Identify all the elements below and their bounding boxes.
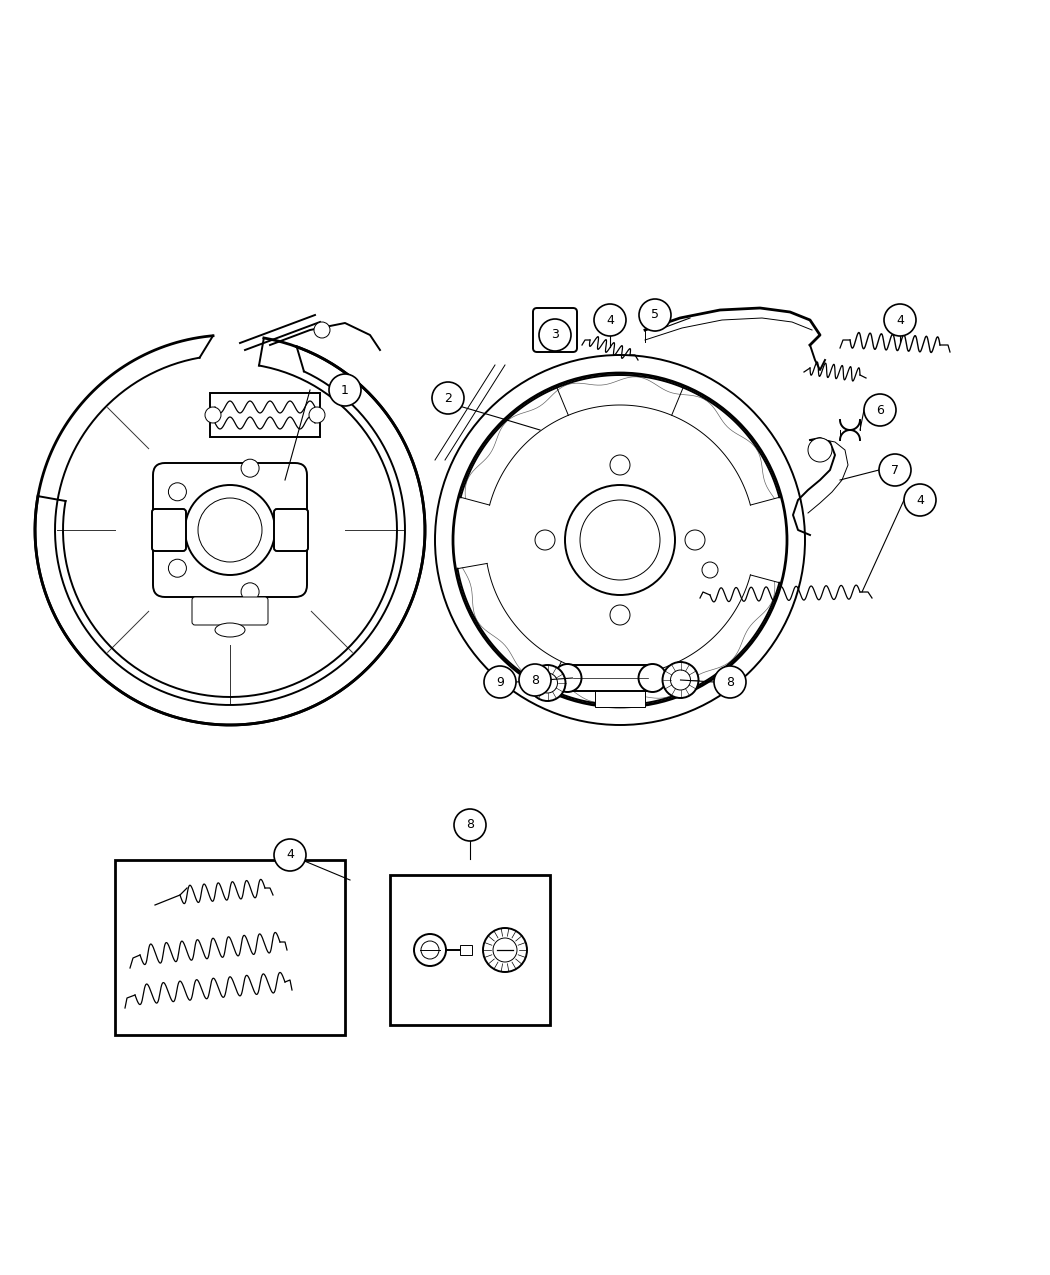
Text: 4: 4 — [606, 314, 614, 326]
Bar — [116, 861, 345, 1035]
Text: 8: 8 — [531, 673, 539, 686]
Circle shape — [454, 810, 486, 842]
Text: 5: 5 — [651, 309, 659, 321]
Text: 8: 8 — [466, 819, 474, 831]
Circle shape — [864, 394, 896, 426]
Circle shape — [242, 459, 259, 477]
Circle shape — [663, 662, 698, 697]
FancyBboxPatch shape — [533, 309, 578, 352]
Circle shape — [538, 673, 558, 694]
Text: 4: 4 — [896, 314, 904, 326]
Circle shape — [484, 666, 516, 697]
Bar — [595, 683, 645, 708]
FancyBboxPatch shape — [192, 597, 268, 625]
Circle shape — [671, 669, 691, 690]
Text: 1: 1 — [341, 384, 349, 397]
Circle shape — [685, 530, 705, 550]
Circle shape — [242, 583, 259, 601]
Circle shape — [519, 664, 551, 696]
Circle shape — [638, 664, 667, 692]
Ellipse shape — [215, 623, 245, 638]
Circle shape — [714, 666, 745, 697]
Circle shape — [421, 941, 439, 959]
Circle shape — [198, 499, 262, 562]
Circle shape — [314, 323, 330, 338]
Circle shape — [414, 935, 446, 966]
Circle shape — [884, 303, 916, 337]
FancyBboxPatch shape — [152, 509, 186, 551]
Circle shape — [702, 562, 718, 578]
Circle shape — [610, 606, 630, 625]
Text: 4: 4 — [286, 848, 294, 862]
Circle shape — [580, 500, 660, 580]
Circle shape — [904, 484, 936, 516]
Circle shape — [168, 483, 187, 501]
Circle shape — [546, 321, 564, 339]
Circle shape — [286, 521, 304, 539]
Text: 7: 7 — [891, 464, 899, 477]
Circle shape — [274, 839, 306, 871]
Circle shape — [168, 560, 187, 578]
Text: 8: 8 — [726, 676, 734, 688]
FancyBboxPatch shape — [153, 463, 307, 597]
Circle shape — [565, 484, 675, 595]
Text: 9: 9 — [496, 676, 504, 688]
Circle shape — [536, 530, 555, 550]
Text: 6: 6 — [876, 403, 884, 417]
Circle shape — [185, 484, 275, 575]
Circle shape — [553, 664, 582, 692]
Circle shape — [594, 303, 626, 337]
Circle shape — [309, 407, 326, 423]
Circle shape — [610, 455, 630, 476]
Bar — [460, 945, 472, 955]
Text: 2: 2 — [444, 391, 452, 404]
Bar — [210, 393, 320, 437]
Circle shape — [435, 354, 805, 725]
Text: 3: 3 — [551, 329, 559, 342]
Circle shape — [808, 439, 832, 462]
Circle shape — [539, 319, 571, 351]
Text: 4: 4 — [916, 493, 924, 506]
Circle shape — [483, 928, 527, 972]
Circle shape — [432, 382, 464, 414]
Circle shape — [453, 374, 788, 708]
Circle shape — [639, 300, 671, 332]
Circle shape — [205, 407, 220, 423]
Bar — [567, 666, 652, 691]
FancyBboxPatch shape — [274, 509, 308, 551]
Bar — [390, 875, 550, 1025]
Circle shape — [529, 666, 566, 701]
Circle shape — [879, 454, 911, 486]
Circle shape — [329, 374, 361, 405]
Circle shape — [494, 938, 517, 963]
